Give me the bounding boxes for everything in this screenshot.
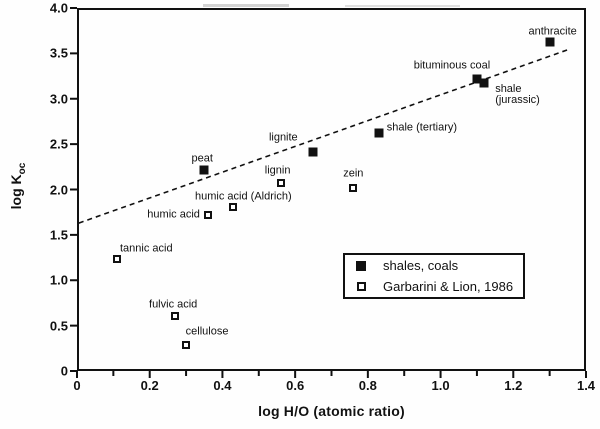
- data-point-lignin: [276, 179, 285, 188]
- y-axis-title: log Koc: [8, 163, 28, 210]
- trend-line: [78, 48, 569, 224]
- y-axis-title-base: log K: [8, 174, 25, 210]
- data-point-humic-acid: [203, 210, 212, 219]
- scan-artifact: [345, 5, 460, 7]
- y-tick-label-0-5: 0.5: [49, 318, 68, 334]
- point-label-lignite: lignite: [268, 131, 298, 144]
- legend: shales, coals Garbarini & Lion, 1986: [343, 253, 525, 299]
- x-tick-label-0-2: 0.2: [140, 378, 159, 393]
- data-point-humic-acid-aldrich: [229, 202, 238, 211]
- point-label-shale-jurassic: shale (jurassic): [495, 83, 540, 107]
- data-point-zein: [349, 183, 358, 192]
- point-label-anthracite: anthracite: [528, 25, 577, 38]
- legend-label: shales, coals: [383, 258, 459, 273]
- y-tick-label-1-5: 1.5: [49, 227, 68, 243]
- y-tick-label-2-0: 2.0: [49, 182, 68, 197]
- y-tick-label-0: 0: [60, 363, 68, 379]
- x-axis-title: log H/O (atomic ratio): [258, 403, 405, 419]
- data-point-fulvic-acid: [171, 311, 180, 320]
- legend-item-garbarini-lion-1986: Garbarini & Lion, 1986: [345, 278, 523, 296]
- x-tick-label-0-4: 0.4: [213, 378, 232, 393]
- y-tick-label-1-0: 1.0: [49, 272, 68, 288]
- filled-square-icon: [356, 260, 366, 271]
- data-point-shale-jurassic: [479, 78, 489, 88]
- point-label-shale-tertiary: shale (tertiary): [386, 121, 458, 134]
- point-label-bituminous-coal: bituminous coal: [413, 59, 491, 72]
- point-label-lignin: lignin: [264, 164, 291, 177]
- data-point-anthracite: [545, 37, 555, 47]
- y-tick-label-4-0: 4.0: [49, 0, 68, 16]
- point-label-fulvic-acid: fulvic acid: [149, 298, 198, 311]
- point-label-humic-acid: humic acid: [147, 208, 200, 221]
- x-tick-label-1-0: 1.0: [431, 378, 450, 393]
- data-point-lignite: [308, 147, 318, 157]
- data-point-cellulose: [182, 340, 191, 349]
- x-tick-label-1-2: 1.2: [504, 378, 523, 393]
- point-label-peat: peat: [191, 152, 213, 165]
- open-square-icon: [357, 282, 366, 291]
- y-axis-title-subscript: oc: [16, 162, 28, 175]
- x-tick-label-0-6: 0.6: [286, 378, 305, 393]
- point-label-humic-acid-aldrich: humic acid (Aldrich): [195, 190, 292, 203]
- data-point-tannic-acid: [112, 255, 121, 264]
- scan-artifact: [203, 4, 289, 7]
- x-tick-label-1-4: 1.4: [576, 378, 596, 393]
- y-tick-label-3-5: 3.5: [49, 45, 68, 61]
- y-tick-label-2-5: 2.5: [49, 136, 68, 152]
- legend-item-shales-coals: shales, coals: [345, 257, 523, 275]
- plot-frame: [77, 8, 586, 371]
- data-point-peat: [199, 165, 209, 175]
- legend-label: Garbarini & Lion, 1986: [383, 279, 514, 294]
- point-label-tannic-acid: tannic acid: [119, 242, 173, 255]
- data-point-shale-tertiary: [374, 128, 384, 138]
- y-tick-label-3-0: 3.0: [49, 91, 68, 107]
- point-label-zein: zein: [343, 167, 364, 180]
- data-point-bituminous-coal: [472, 74, 482, 84]
- x-tick-label-0: 0: [73, 378, 81, 393]
- point-label-cellulose: cellulose: [185, 325, 229, 338]
- x-tick-label-0-8: 0.8: [358, 378, 377, 393]
